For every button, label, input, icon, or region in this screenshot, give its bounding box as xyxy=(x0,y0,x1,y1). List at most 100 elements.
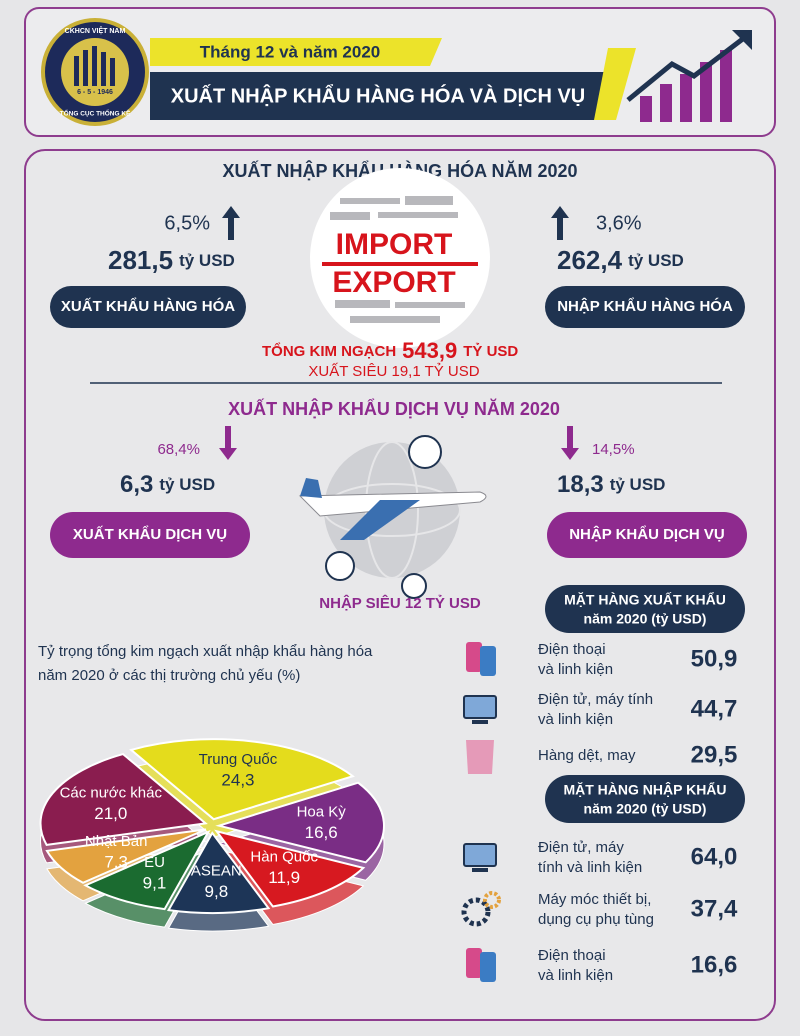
pie-value-label: 21,0 xyxy=(94,804,127,823)
pie-chart: Trung Quốc 24,3 Hoa Kỳ 16,6 Hàn Quốc 11,9 ASEA… xyxy=(39,738,385,932)
gear-icon xyxy=(461,897,491,927)
pie-value-label: 24,3 xyxy=(221,771,254,790)
surplus: XUẤT SIÊU 19,1 TỶ USD xyxy=(308,363,479,380)
pie-slice xyxy=(83,829,211,911)
amount: 18,3 xyxy=(557,471,604,498)
item-name: Điện thoại xyxy=(538,947,606,964)
item-name: Điện tử, máy xyxy=(538,839,624,856)
amount-line: 262,4 tỷ USD xyxy=(557,245,684,275)
amount: 281,5 xyxy=(108,245,173,275)
pie-value-label: 9,8 xyxy=(205,882,229,901)
divider-red xyxy=(322,262,478,266)
unit: tỷ USD xyxy=(628,251,684,270)
arrow-down xyxy=(219,426,237,460)
clothing-icon xyxy=(466,740,494,774)
label-pill xyxy=(50,512,250,558)
icon-bar xyxy=(720,50,732,122)
word xyxy=(378,212,458,218)
pie-category: Nhật Bản xyxy=(85,833,148,850)
word xyxy=(350,316,440,323)
item-name: Hàng dệt, may xyxy=(538,747,636,764)
item-value: 64,0 xyxy=(691,843,738,870)
icon-arrow xyxy=(626,36,746,102)
total-label: TỔNG KIM NGẠCH xyxy=(262,342,396,360)
pie-value-label: 7,3 xyxy=(104,853,128,872)
item-name: dụng cụ phụ tùng xyxy=(538,911,654,928)
phone-icon xyxy=(480,952,496,982)
pill-label: NHẬP KHẨU HÀNG HÓA xyxy=(557,297,733,315)
logo-top: CKHCN VIỆT NAM xyxy=(65,26,126,35)
item-name: và linh kiện xyxy=(538,967,613,984)
header-title: XUẤT NHẬP KHẨU HÀNG HÓA VÀ DỊCH VỤ xyxy=(171,83,585,107)
word xyxy=(405,196,453,205)
import-list: Điện tử, máy tính và linh kiện 64,0 Máy móc… xyxy=(461,839,738,984)
monitor-icon xyxy=(463,843,497,867)
monitor-icon xyxy=(463,695,497,719)
clipboard-icon xyxy=(408,435,442,469)
deficit: NHẬP SIÊU 12 TỶ USD xyxy=(319,594,481,612)
unit: tỷ USD xyxy=(179,251,235,270)
growth: 14,5% xyxy=(592,441,635,458)
unit: tỷ USD xyxy=(610,475,666,494)
section-title: XUẤT NHẬP KHẨU DỊCH VỤ NĂM 2020 xyxy=(228,398,560,419)
item-value: 44,7 xyxy=(691,695,738,722)
word xyxy=(335,300,390,308)
image-word: EXPORT xyxy=(332,266,455,299)
item-name: và linh kiện xyxy=(538,661,613,678)
plane-tail xyxy=(300,478,322,498)
pill-label: NHẬP KHẨU DỊCH VỤ xyxy=(569,525,725,543)
growth: 3,6% xyxy=(596,212,642,234)
item-name: Điện tử, máy tính xyxy=(538,691,653,708)
logo-bar xyxy=(110,58,115,86)
pie-slice xyxy=(214,829,366,908)
logo-bars xyxy=(74,46,115,86)
list-header xyxy=(545,775,745,823)
word xyxy=(340,198,400,204)
pie-slice xyxy=(166,831,271,914)
item-name: và linh kiện xyxy=(538,711,613,728)
total-line: TỔNG KIM NGẠCH 543,9 TỶ USD xyxy=(262,338,518,363)
export-list: Điện thoại và linh kiện 50,9 Điện tử, máy t… xyxy=(463,641,738,774)
date: Tháng 12 và năm 2020 xyxy=(200,42,380,61)
icon-bar xyxy=(700,62,712,122)
pie-category: Các nước khác xyxy=(60,785,163,802)
pie-slice xyxy=(129,738,355,821)
pie-category: EU xyxy=(144,854,165,871)
arrow-up xyxy=(222,206,240,240)
word xyxy=(330,212,370,220)
pie-category: ASEAN xyxy=(191,863,242,880)
item-value: 16,6 xyxy=(691,951,738,978)
logo-date: 6 - 5 - 1946 xyxy=(77,89,113,96)
amount-line: 6,3 tỷ USD xyxy=(120,471,215,498)
label-pill xyxy=(50,286,246,328)
plane-wing xyxy=(340,500,420,540)
growth: 6,5% xyxy=(164,212,210,234)
list-title: năm 2020 (tỷ USD) xyxy=(584,611,707,627)
item-value: 37,4 xyxy=(691,895,738,922)
image-word: IMPORT xyxy=(336,228,453,261)
pill-label: XUẤT KHẨU HÀNG HÓA xyxy=(61,297,235,315)
logo-bar xyxy=(101,52,106,86)
icon-arrowhead xyxy=(732,30,752,50)
pie-category: Hoa Kỳ xyxy=(297,803,347,820)
icon-bar xyxy=(680,74,692,122)
gear-icon xyxy=(483,891,501,909)
pie-value-label: 11,9 xyxy=(268,868,300,887)
pie-title: Tỷ trọng tổng kim ngạch xuất nhập khẩu h… xyxy=(38,643,373,660)
phone-icon xyxy=(466,642,482,672)
item-value: 29,5 xyxy=(691,741,738,768)
list-header xyxy=(545,585,745,633)
label-pill xyxy=(545,286,745,328)
phone-icon xyxy=(480,646,496,676)
icon-bar xyxy=(660,84,672,122)
arrow-up xyxy=(551,206,569,240)
item-name: Điện thoại xyxy=(538,641,606,658)
date-banner xyxy=(150,38,442,66)
list-title: MẶT HÀNG XUẤT KHẨU xyxy=(564,591,726,608)
pie-value-label: 16,6 xyxy=(305,823,338,842)
logo-bar xyxy=(74,56,79,86)
pie-category: Trung Quốc xyxy=(199,751,278,768)
list-title: MẶT HÀNG NHẬP KHẨU xyxy=(563,781,726,798)
